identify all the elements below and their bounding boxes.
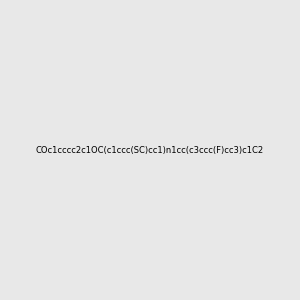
- Text: COc1cccc2c1OC(c1ccc(SC)cc1)n1cc(c3ccc(F)cc3)c1C2: COc1cccc2c1OC(c1ccc(SC)cc1)n1cc(c3ccc(F)…: [36, 146, 264, 154]
